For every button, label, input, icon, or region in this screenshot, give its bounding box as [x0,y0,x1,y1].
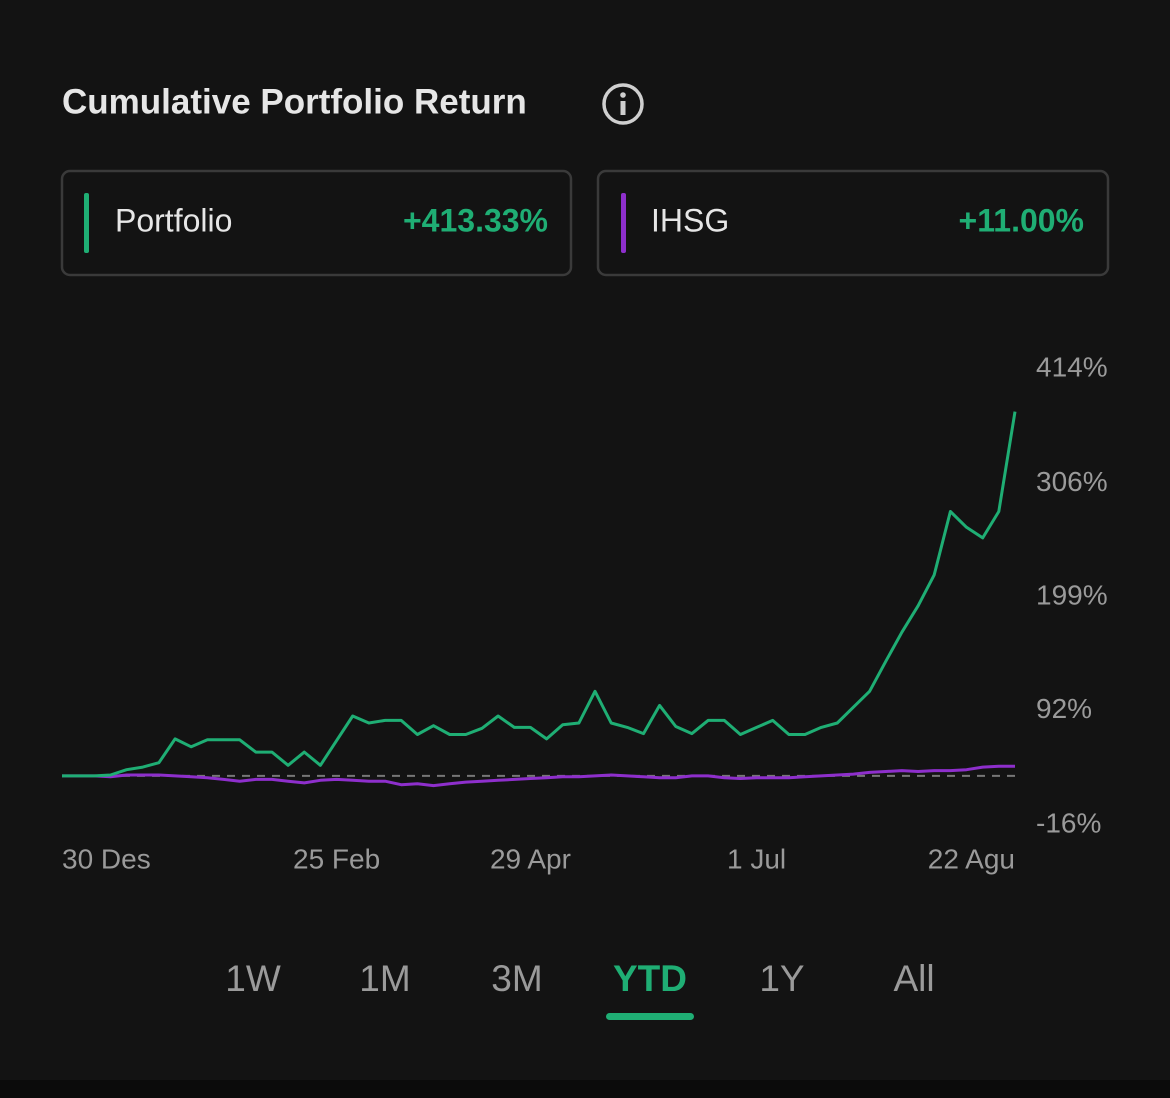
tab[interactable]: 1M [359,958,410,999]
x-tick-label: 25 Feb [293,843,380,874]
card-label: IHSG [651,202,729,238]
y-tick-label: 414% [1036,351,1108,382]
tab[interactable]: 1Y [759,958,804,999]
card-ihsg: IHSG +11.00% [596,169,1110,277]
card-label: Portfolio [115,202,232,238]
series-line [62,411,1017,778]
y-tick-label: 199% [1036,579,1108,610]
x-tick-label: 30 Des [62,843,151,874]
tab[interactable]: 1W [225,958,281,999]
tab-indicator [606,1013,694,1020]
x-tick-label: 22 Agu [928,843,1015,874]
info-icon[interactable] [602,83,644,125]
tab[interactable]: YTD [613,958,687,999]
y-tick-label: 92% [1036,693,1092,724]
y-tick-label: 306% [1036,466,1108,497]
card-value: +413.33% [403,202,548,238]
tab[interactable]: 3M [491,958,542,999]
series-line [62,764,1015,788]
y-tick-label: -16% [1036,807,1101,838]
tab[interactable]: All [893,958,934,999]
x-tick-label: 1 Jul [727,843,786,874]
title: Cumulative Portfolio Return [62,82,527,121]
x-tick-label: 29 Apr [490,843,571,874]
card-portfolio: Portfolio +413.33% [60,169,573,277]
card-value: +11.00% [959,202,1084,238]
